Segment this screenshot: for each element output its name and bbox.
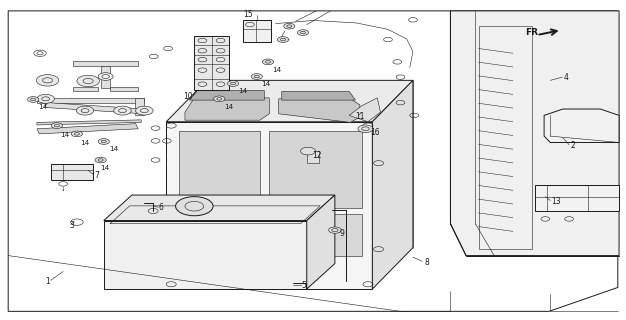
- Polygon shape: [167, 122, 372, 289]
- Polygon shape: [73, 87, 98, 92]
- Circle shape: [297, 30, 309, 36]
- Text: 14: 14: [272, 67, 282, 73]
- Polygon shape: [282, 92, 356, 100]
- Polygon shape: [178, 214, 260, 256]
- Polygon shape: [307, 151, 319, 163]
- Text: 15: 15: [243, 10, 253, 19]
- Circle shape: [284, 23, 295, 29]
- Circle shape: [37, 94, 54, 103]
- Polygon shape: [269, 131, 362, 208]
- Polygon shape: [194, 36, 228, 90]
- Polygon shape: [349, 98, 381, 122]
- Polygon shape: [104, 195, 335, 220]
- Text: 14: 14: [224, 104, 233, 110]
- Polygon shape: [279, 99, 360, 123]
- Polygon shape: [37, 124, 138, 134]
- Circle shape: [28, 97, 39, 102]
- Polygon shape: [535, 186, 619, 211]
- Circle shape: [227, 81, 239, 86]
- Polygon shape: [307, 195, 335, 289]
- Circle shape: [277, 37, 289, 43]
- Text: 12: 12: [312, 151, 321, 160]
- Text: 4: 4: [564, 73, 569, 82]
- Text: 1: 1: [46, 277, 51, 286]
- Circle shape: [114, 106, 131, 115]
- Text: 14: 14: [80, 140, 90, 146]
- Text: 7: 7: [95, 171, 100, 180]
- Polygon shape: [544, 109, 619, 142]
- Circle shape: [98, 139, 110, 144]
- Circle shape: [251, 74, 262, 79]
- Circle shape: [262, 59, 274, 65]
- Polygon shape: [167, 80, 413, 122]
- Polygon shape: [372, 80, 413, 289]
- Circle shape: [136, 106, 153, 115]
- Polygon shape: [8, 11, 618, 311]
- Circle shape: [71, 131, 83, 137]
- Polygon shape: [37, 120, 141, 125]
- Polygon shape: [451, 11, 619, 256]
- Text: 14: 14: [109, 147, 118, 153]
- Text: 11: 11: [356, 113, 365, 122]
- Text: 8: 8: [424, 258, 429, 267]
- Circle shape: [213, 96, 225, 102]
- Text: 13: 13: [552, 197, 562, 206]
- Text: 9: 9: [340, 229, 345, 238]
- Circle shape: [76, 106, 94, 115]
- Text: ↓: ↓: [61, 187, 66, 192]
- Circle shape: [175, 197, 213, 216]
- Circle shape: [300, 147, 316, 155]
- Polygon shape: [269, 214, 362, 256]
- Text: 14: 14: [101, 165, 110, 171]
- Text: 14: 14: [60, 132, 69, 138]
- Polygon shape: [73, 61, 138, 66]
- Polygon shape: [243, 20, 270, 42]
- Polygon shape: [189, 91, 264, 100]
- Circle shape: [329, 227, 341, 233]
- Polygon shape: [104, 220, 307, 289]
- Circle shape: [77, 75, 100, 87]
- Circle shape: [358, 125, 373, 132]
- Text: 14: 14: [238, 89, 247, 94]
- Polygon shape: [135, 98, 145, 116]
- Text: 16: 16: [371, 128, 380, 137]
- Text: 6: 6: [159, 203, 163, 212]
- Circle shape: [51, 123, 63, 128]
- Text: 2: 2: [570, 141, 575, 150]
- Circle shape: [36, 75, 59, 86]
- Text: 10: 10: [183, 92, 193, 101]
- Polygon shape: [51, 164, 93, 180]
- Text: 5: 5: [302, 281, 307, 290]
- Polygon shape: [178, 131, 260, 208]
- Polygon shape: [44, 103, 145, 114]
- Polygon shape: [185, 98, 269, 120]
- Polygon shape: [37, 98, 145, 103]
- Polygon shape: [110, 87, 138, 92]
- Circle shape: [95, 157, 106, 163]
- Polygon shape: [101, 66, 110, 88]
- Circle shape: [98, 73, 113, 80]
- Text: 14: 14: [38, 104, 48, 110]
- Text: 3: 3: [69, 221, 74, 230]
- Text: 14: 14: [261, 82, 270, 87]
- Text: FR.: FR.: [525, 28, 542, 37]
